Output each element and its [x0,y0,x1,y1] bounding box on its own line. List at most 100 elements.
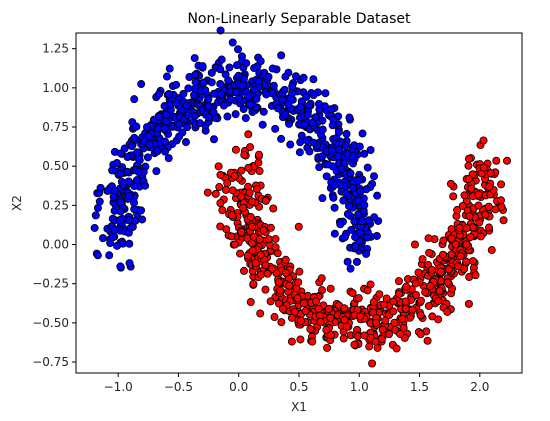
data-point-lower-moon [377,335,386,344]
data-point-upper-moon [123,153,132,162]
data-point-upper-moon [370,172,379,181]
data-point-upper-moon [231,110,240,119]
data-point-upper-moon [132,122,141,131]
data-point-lower-moon [326,313,335,322]
data-point-lower-moon [246,213,255,222]
data-point-lower-moon [394,277,403,286]
data-point-lower-moon [462,240,471,249]
data-point-lower-moon [447,234,456,243]
data-point-upper-moon [161,147,170,156]
data-point-lower-moon [434,297,443,306]
data-point-lower-moon [266,297,275,306]
data-point-upper-moon [161,110,170,119]
data-point-upper-moon [340,158,349,167]
data-point-upper-moon [299,73,308,82]
data-point-upper-moon [226,95,235,104]
data-point-upper-moon [264,72,273,81]
data-point-upper-moon [330,180,339,189]
data-point-lower-moon [256,270,265,279]
data-point-lower-moon [266,223,275,232]
data-point-lower-moon [464,174,473,183]
data-point-lower-moon [228,186,237,195]
data-point-lower-moon [416,296,425,305]
data-point-upper-moon [133,148,142,157]
data-point-upper-moon [336,220,345,229]
data-point-upper-moon [242,59,251,68]
data-point-lower-moon [389,307,398,316]
data-point-upper-moon [91,211,100,220]
data-point-upper-moon [295,148,304,157]
data-point-lower-moon [451,240,460,249]
data-point-upper-moon [339,196,348,205]
data-point-upper-moon [246,100,255,109]
data-point-upper-moon [162,72,171,81]
data-point-lower-moon [264,235,273,244]
data-point-lower-moon [216,199,225,208]
data-point-upper-moon [303,111,312,120]
x-tick-label: −0.5 [164,380,193,394]
data-point-upper-moon [269,81,278,90]
data-point-upper-moon [328,121,337,130]
data-point-upper-moon [363,233,372,242]
data-point-lower-moon [293,294,302,303]
data-point-upper-moon [281,72,290,81]
data-point-lower-moon [474,190,483,199]
data-point-lower-moon [214,162,223,171]
data-point-lower-moon [381,316,390,325]
data-point-lower-moon [484,223,493,232]
data-point-upper-moon [329,193,338,202]
data-point-lower-moon [416,311,425,320]
data-point-lower-moon [227,232,236,241]
data-point-upper-moon [344,201,353,210]
data-point-upper-moon [330,229,339,238]
data-point-lower-moon [438,250,447,259]
data-point-lower-moon [215,183,224,192]
y-tick-label: 0.00 [42,238,69,252]
data-point-upper-moon [116,207,125,216]
data-point-upper-moon [124,177,133,186]
data-point-upper-moon [277,134,286,143]
data-point-upper-moon [179,89,188,98]
data-point-upper-moon [204,102,213,111]
data-point-lower-moon [424,234,433,243]
data-point-lower-moon [464,161,473,170]
data-point-lower-moon [439,236,448,245]
data-point-upper-moon [145,140,154,149]
data-point-upper-moon [109,233,118,242]
data-point-upper-moon [345,113,354,122]
data-point-upper-moon [175,120,184,129]
data-point-upper-moon [363,163,372,172]
data-point-upper-moon [172,99,181,108]
data-point-lower-moon [465,212,474,221]
data-point-lower-moon [466,233,475,242]
data-point-upper-moon [185,73,194,82]
x-tick-label: 2.0 [470,380,489,394]
data-point-upper-moon [125,191,134,200]
data-point-upper-moon [228,38,237,47]
data-point-lower-moon [385,330,394,339]
data-point-upper-moon [152,167,161,176]
data-point-upper-moon [223,112,232,121]
data-point-lower-moon [271,243,280,252]
data-point-lower-moon [270,313,279,322]
data-point-upper-moon [373,191,382,200]
data-point-lower-moon [299,299,308,308]
data-point-upper-moon [286,140,295,149]
data-point-lower-moon [414,268,423,277]
data-point-lower-moon [259,225,268,234]
data-point-lower-moon [322,325,331,334]
data-point-lower-moon [416,330,425,339]
data-point-upper-moon [358,216,367,225]
x-axis-label: X1 [291,400,307,414]
data-point-lower-moon [218,206,227,215]
data-point-upper-moon [143,153,152,162]
data-point-upper-moon [195,119,204,128]
data-point-lower-moon [464,299,473,308]
data-point-lower-moon [306,325,315,334]
data-point-upper-moon [161,117,170,126]
data-point-lower-moon [296,316,305,325]
data-point-lower-moon [487,246,496,255]
data-point-upper-moon [199,78,208,87]
data-point-upper-moon [153,147,162,156]
data-point-lower-moon [485,182,494,191]
